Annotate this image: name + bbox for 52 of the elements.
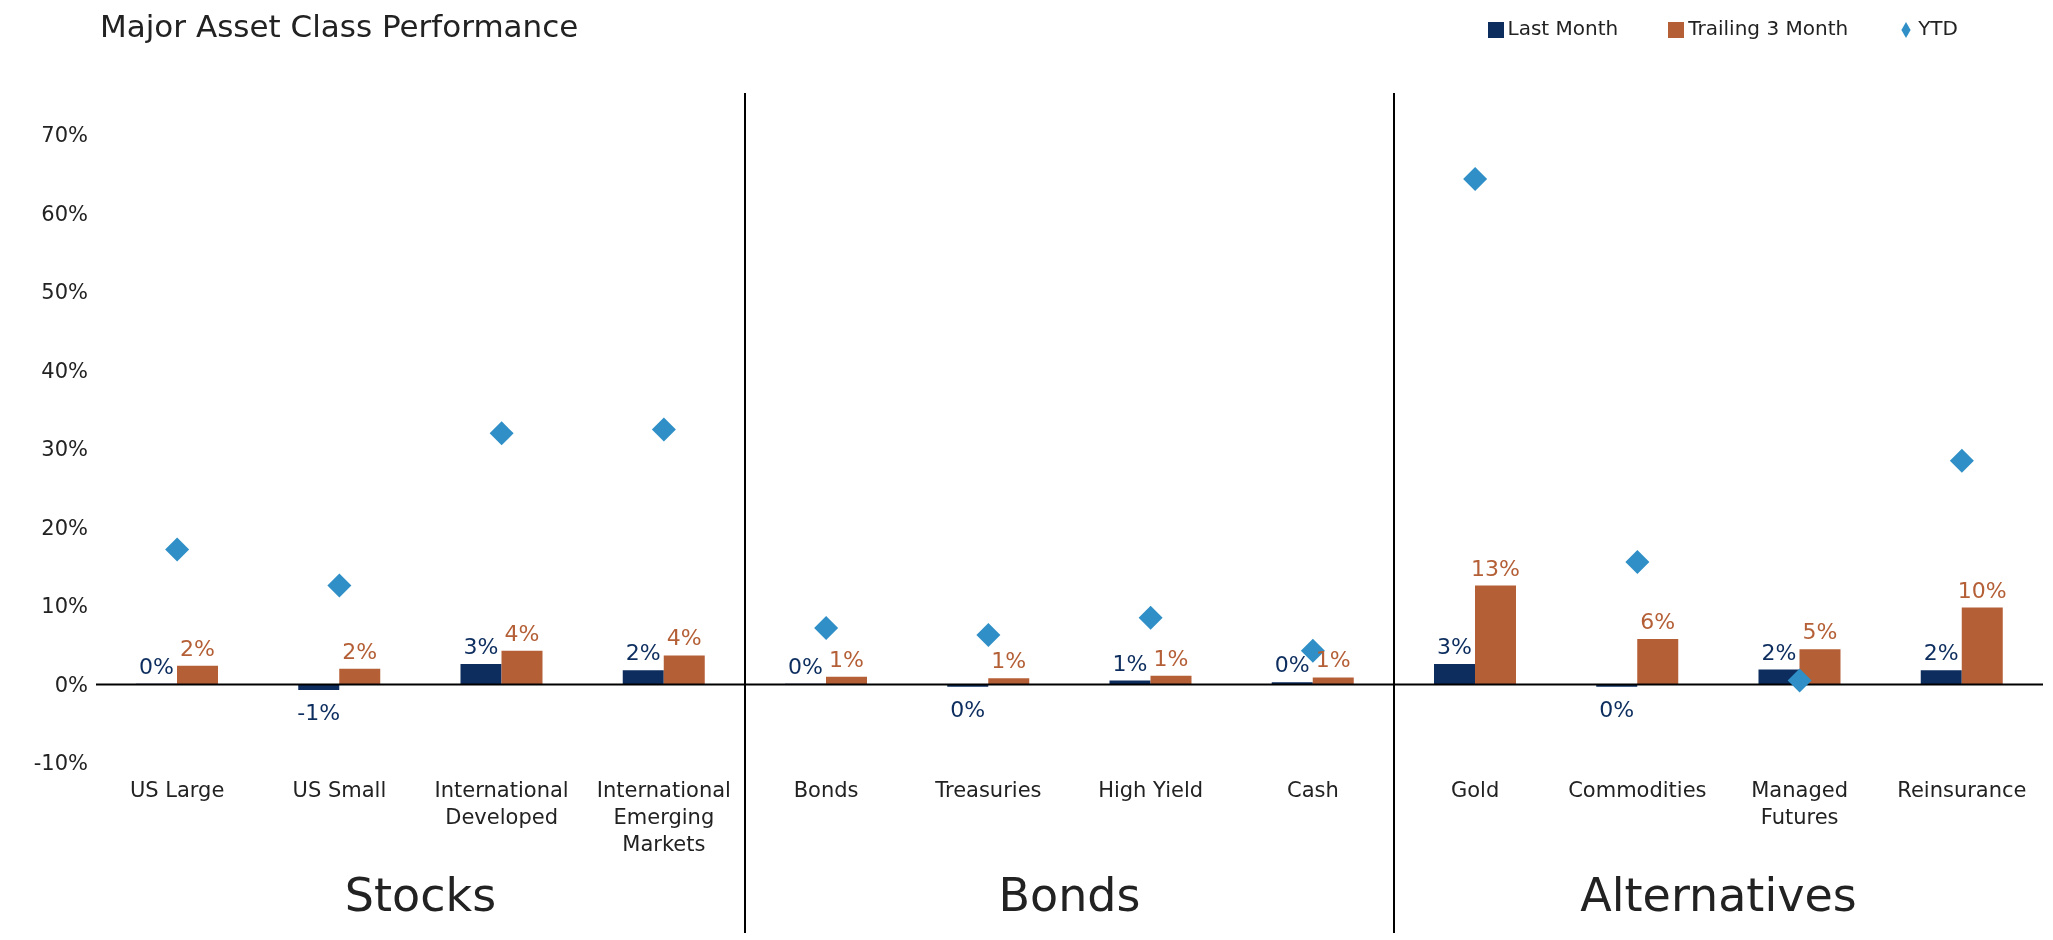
- data-label: 10%: [1957, 577, 2007, 603]
- x-tick-label: Cash: [1286, 778, 1339, 802]
- y-tick-label: -10%: [33, 751, 88, 776]
- data-label: 0%: [1274, 652, 1310, 678]
- x-tick-label: Treasuries: [934, 778, 1042, 802]
- data-label: 1%: [1315, 647, 1351, 673]
- y-tick-label: 50%: [41, 280, 88, 305]
- data-label: 0%: [950, 696, 986, 722]
- data-label: 4%: [504, 620, 540, 646]
- data-label: 2%: [180, 635, 215, 661]
- data-label: 1%: [1153, 645, 1189, 671]
- data-label: 3%: [463, 634, 499, 660]
- legend-label: YTD: [1918, 16, 1958, 40]
- data-label: 2%: [342, 638, 378, 664]
- data-label: -1%: [297, 699, 341, 725]
- y-tick-label: 30%: [41, 437, 88, 462]
- data-label: 2%: [1923, 640, 1959, 666]
- legend-label: Last Month: [1507, 16, 1619, 40]
- data-label: 3%: [1437, 634, 1472, 660]
- data-label: 1%: [1112, 650, 1148, 676]
- data-label: 5%: [1802, 619, 1838, 645]
- text: Bonds: [997, 868, 1142, 922]
- data-label: 0%: [788, 653, 823, 679]
- x-tick-label: International Emerging Markets: [596, 778, 731, 856]
- x-tick-label: US Large: [129, 778, 225, 802]
- data-label: 2%: [1761, 639, 1797, 665]
- data-label: 1%: [991, 648, 1027, 674]
- chart-title: Major Asset Class Performance: [100, 8, 579, 44]
- x-tick-label: Gold: [1450, 778, 1500, 802]
- legend-label: Trailing 3 Month: [1688, 16, 1849, 40]
- data-label: 13%: [1471, 555, 1520, 581]
- x-tick-label: US Small: [292, 778, 387, 802]
- x-tick-label: Reinsurance: [1897, 778, 2027, 802]
- text: Stocks: [343, 868, 498, 922]
- data-label: 0%: [1599, 696, 1635, 722]
- data-label: 1%: [829, 646, 864, 672]
- data-label: 6%: [1640, 608, 1676, 634]
- y-tick-label: 0%: [54, 672, 88, 697]
- data-label: 4%: [666, 625, 702, 651]
- data-label: 0%: [139, 653, 174, 679]
- x-tick-label: Bonds: [793, 778, 859, 802]
- data-label: 2%: [625, 640, 661, 666]
- x-tick-label: Commodities: [1568, 778, 1707, 802]
- x-tick-label: Managed Futures: [1751, 778, 1848, 829]
- x-tick-label: High Yield: [1098, 778, 1204, 802]
- y-tick-label: 20%: [41, 515, 88, 540]
- y-tick-label: 60%: [41, 201, 88, 226]
- x-tick-label: International Developed: [434, 778, 569, 829]
- y-tick-label: 10%: [41, 594, 88, 619]
- y-tick-label: 70%: [41, 123, 88, 148]
- text: Alternatives: [1579, 868, 1858, 922]
- y-tick-label: 40%: [41, 358, 88, 383]
